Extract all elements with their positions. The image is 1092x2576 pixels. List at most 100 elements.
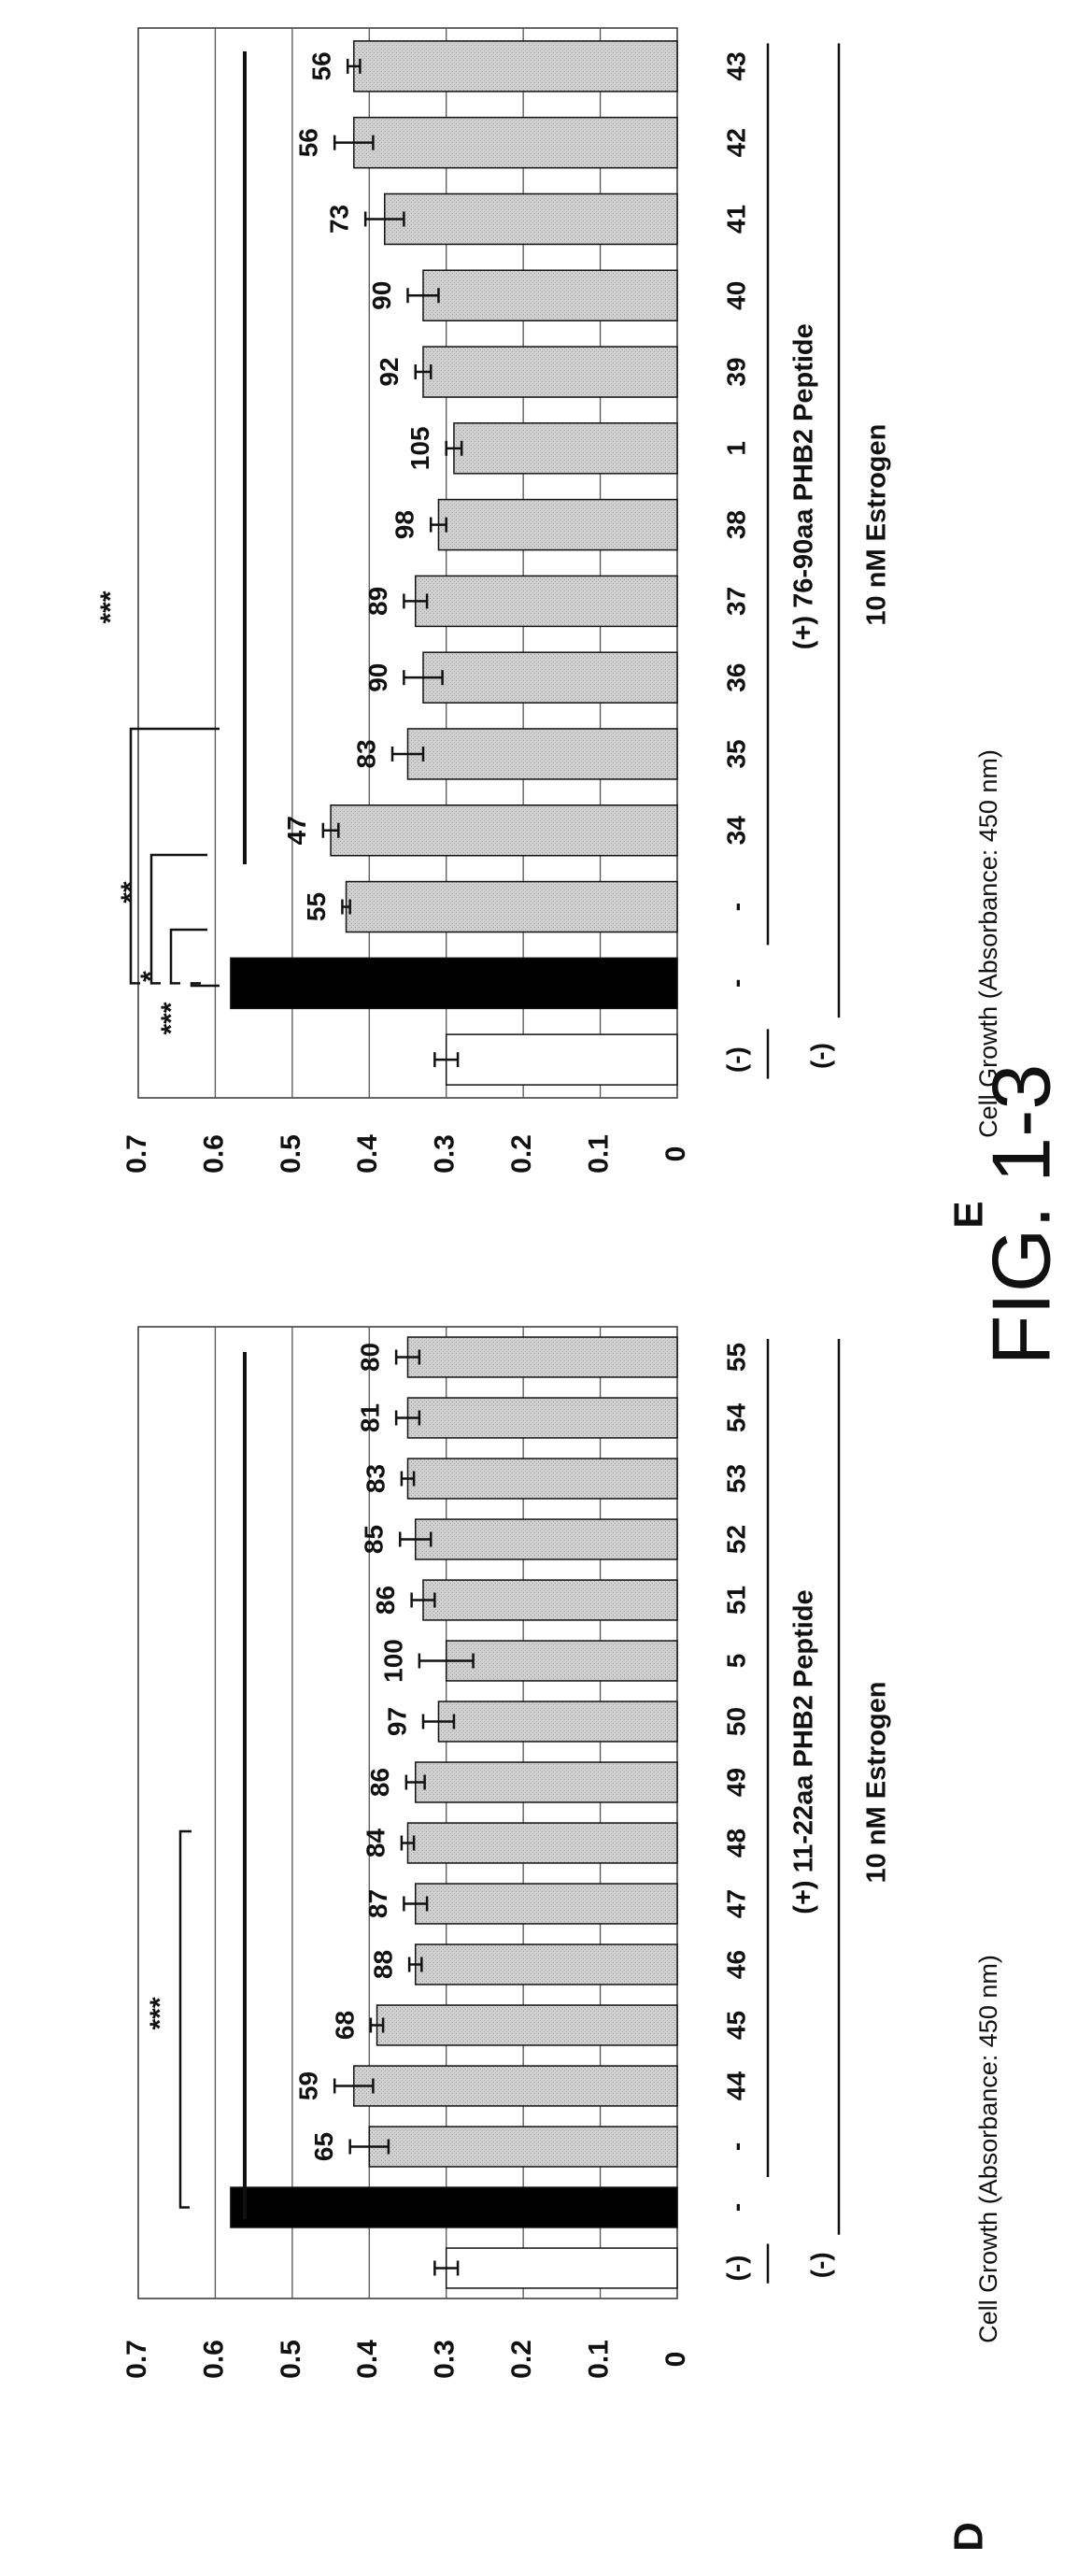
- estrogen-group-label: 10 nM Estrogen: [862, 424, 892, 626]
- y-tick-label: 0.2: [506, 2340, 537, 2379]
- category-label: 38: [721, 510, 750, 539]
- y-tick-label: 0.6: [198, 2340, 229, 2379]
- y-tick-label: 0.4: [352, 2340, 383, 2379]
- bar-data-label: 55: [302, 892, 331, 921]
- control-group-label: (-): [805, 1043, 834, 1069]
- bar: [416, 1519, 677, 1559]
- bar: [408, 1398, 678, 1438]
- y-tick-label: 0.6: [198, 1134, 229, 1174]
- category-label: 55: [721, 1343, 750, 1372]
- category-label: 47: [721, 1889, 750, 1918]
- category-label: 5: [721, 1654, 750, 1669]
- bar-data-label: 83: [361, 1464, 390, 1493]
- y-tick-label: 0: [660, 2352, 691, 2368]
- category-label: -: [721, 2142, 750, 2151]
- significance-bracket: [171, 930, 207, 983]
- bar-data-label: 47: [282, 816, 311, 845]
- bar: [408, 729, 678, 779]
- bar: [416, 1884, 677, 1924]
- bar-data-label: 90: [367, 281, 396, 310]
- bar: [416, 1762, 677, 1802]
- bar-data-label: 59: [294, 2071, 323, 2100]
- bar-data-label: 83: [351, 739, 380, 768]
- category-label: -: [721, 2203, 750, 2212]
- significance-marker: ***: [145, 1997, 176, 2029]
- category-label: 51: [721, 1586, 750, 1615]
- bar-data-label: 92: [375, 357, 404, 386]
- bar: [408, 1459, 678, 1499]
- bar-data-label: 100: [378, 1639, 407, 1683]
- bar: [369, 2127, 677, 2167]
- y-tick-label: 0.7: [121, 1134, 152, 1174]
- significance-bracket: [151, 855, 207, 983]
- category-label: (-): [721, 1046, 750, 1073]
- bar-data-label: 73: [325, 205, 354, 234]
- y-tick-label: 0.4: [352, 1134, 383, 1174]
- panel-label-d: D: [946, 2522, 992, 2552]
- significance-marker: ***: [95, 591, 126, 623]
- bar: [231, 2187, 677, 2227]
- category-label: 54: [721, 1403, 750, 1433]
- bar: [447, 1034, 677, 1085]
- peptide-group-label: (+) 76-90aa PHB2 Peptide: [789, 323, 819, 649]
- category-label: 49: [721, 1768, 750, 1797]
- estrogen-group-label: 10 nM Estrogen: [862, 1682, 892, 1884]
- category-label: 36: [721, 663, 750, 692]
- bar: [416, 1944, 677, 1985]
- bar-data-label: 97: [382, 1707, 411, 1736]
- chart-panel-e: 00.10.20.30.40.50.60.7Cell Growth (Absor…: [95, 28, 1002, 1229]
- bar: [347, 882, 677, 932]
- y-tick-label: 0.1: [583, 2340, 614, 2379]
- bar: [423, 270, 677, 320]
- category-label: 50: [721, 1707, 750, 1736]
- peptide-group-label: (+) 11-22aa PHB2 Peptide: [789, 1589, 819, 1914]
- bar: [385, 193, 677, 244]
- category-label: 48: [721, 1829, 750, 1857]
- bar-data-label: 105: [405, 426, 434, 470]
- bar-data-label: 88: [369, 1950, 398, 1979]
- bar: [423, 347, 677, 397]
- category-label: 34: [721, 816, 750, 846]
- category-label: 1: [721, 441, 750, 456]
- bar-data-label: 80: [356, 1343, 385, 1372]
- bar: [447, 2248, 677, 2288]
- y-tick-label: 0.5: [276, 2340, 306, 2379]
- bar: [354, 118, 677, 168]
- y-tick-label: 0.7: [121, 2340, 152, 2379]
- figure-label: FIG. 1-3: [974, 1064, 1067, 1366]
- bar: [331, 805, 677, 856]
- control-group-label: (-): [805, 2252, 834, 2278]
- category-label: 42: [721, 128, 750, 157]
- bar: [423, 652, 677, 703]
- category-label: 41: [721, 205, 750, 234]
- chart-panel-d: 00.10.20.30.40.50.60.7Cell Growth (Absor…: [121, 1327, 1002, 2552]
- bar-data-label: 65: [309, 2132, 338, 2161]
- bar: [231, 958, 677, 1008]
- y-tick-label: 0.1: [583, 1134, 614, 1174]
- y-tick-label: 0.5: [276, 1134, 306, 1174]
- bar: [438, 500, 677, 550]
- bar-data-label: 86: [371, 1586, 400, 1615]
- bar: [354, 41, 677, 92]
- bar: [354, 2066, 677, 2106]
- plot-frame: [138, 28, 677, 1098]
- y-tick-label: 0.2: [506, 1134, 537, 1174]
- bar-data-label: 68: [330, 2011, 359, 2040]
- bar: [416, 576, 677, 626]
- significance-marker: ***: [156, 1002, 187, 1034]
- bar-data-label: 81: [356, 1403, 385, 1432]
- bar-data-label: 89: [363, 587, 392, 616]
- y-tick-label: 0: [660, 1146, 691, 1162]
- bar: [408, 1823, 678, 1863]
- bar: [377, 2005, 677, 2045]
- category-label: 40: [721, 281, 750, 310]
- category-label: 44: [721, 2071, 750, 2101]
- bar: [447, 1641, 677, 1681]
- category-label: (-): [721, 2256, 750, 2282]
- bar-data-label: 84: [361, 1829, 390, 1858]
- bar-data-label: 98: [390, 510, 419, 539]
- bar-data-label: 87: [363, 1889, 392, 1918]
- category-label: 35: [721, 739, 750, 768]
